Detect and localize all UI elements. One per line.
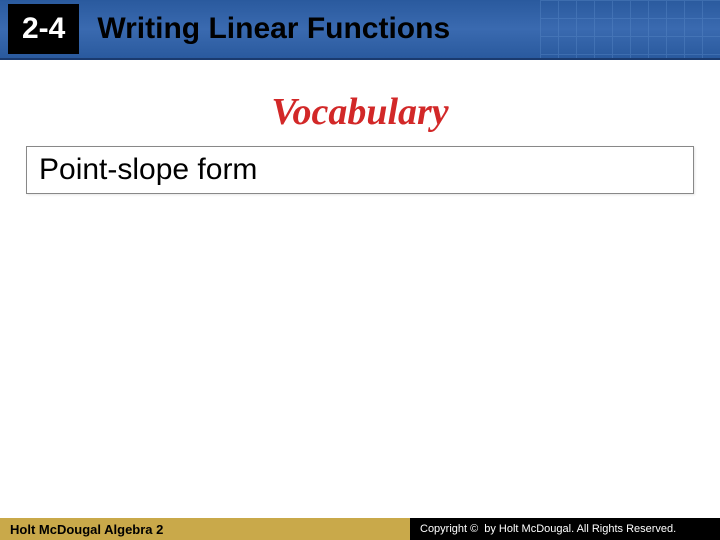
vocabulary-term-box: Point-slope form [26, 146, 694, 194]
vocabulary-term: Point-slope form [39, 153, 257, 186]
footer-textbook-name: Holt McDougal Algebra 2 [0, 518, 410, 540]
chapter-number-box: 2-4 [8, 4, 79, 54]
vocabulary-heading: Vocabulary [20, 90, 700, 134]
copyright-label: Copyright © [420, 523, 478, 535]
lesson-title: Writing Linear Functions [97, 12, 450, 46]
header-grid-decoration [540, 0, 720, 58]
footer-bar: Holt McDougal Algebra 2 Copyright © by H… [0, 518, 720, 540]
copyright-text: by Holt McDougal. All Rights Reserved. [484, 523, 676, 535]
footer-copyright: Copyright © by Holt McDougal. All Rights… [410, 518, 720, 540]
header-bar: 2-4 Writing Linear Functions [0, 0, 720, 60]
slide-content: Vocabulary Point-slope form [0, 60, 720, 194]
